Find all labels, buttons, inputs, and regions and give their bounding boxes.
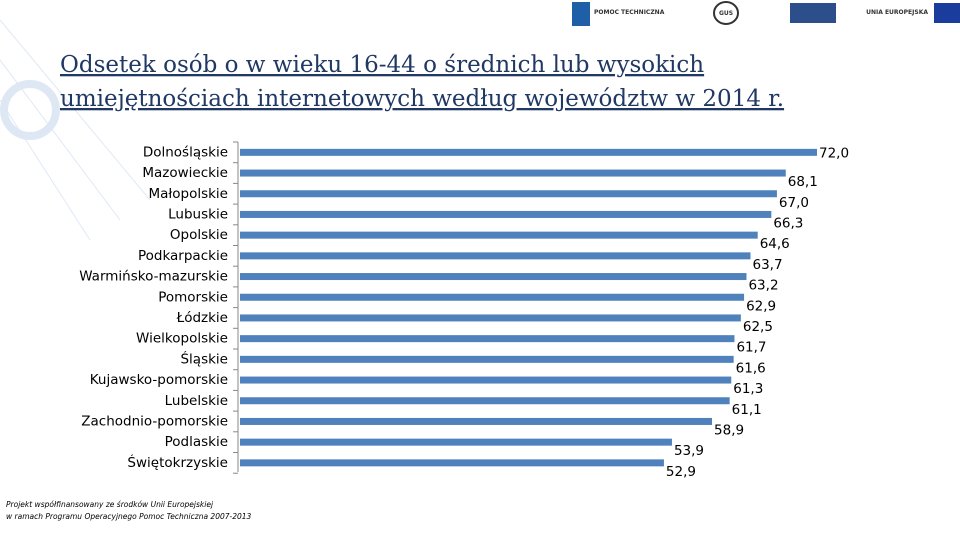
y-tick-label: Lubuskie (168, 206, 228, 222)
bar (240, 397, 730, 405)
footer-text: w ramach Programu Operacyjnego Pomoc Tec… (6, 512, 252, 521)
value-label: 68,1 (788, 174, 818, 190)
y-tick-label: Pomorskie (158, 289, 228, 305)
value-label: 72,0 (819, 145, 849, 161)
bar (240, 252, 751, 260)
value-label: 61,6 (736, 360, 766, 376)
y-tick-label: Podlaskie (165, 434, 228, 450)
value-label: 52,9 (666, 464, 696, 480)
logo-text: POMOC TECHNICZNA (594, 9, 665, 16)
y-tick-label: Dolnośląskie (143, 144, 228, 160)
bar (240, 169, 786, 177)
y-tick-label: Warmińsko-mazurskie (79, 269, 228, 285)
y-tick-label: Śląskie (180, 349, 228, 367)
y-tick-label: Opolskie (170, 227, 228, 243)
value-label: 63,7 (752, 257, 782, 273)
y-tick-label: Świętokrzyskie (127, 453, 228, 471)
logo-icon (713, 1, 739, 25)
y-tick-label: Łódzkie (176, 310, 228, 326)
bar (240, 376, 732, 384)
value-label: 61,3 (733, 381, 763, 397)
value-label: 66,3 (773, 215, 803, 231)
bar (240, 190, 777, 198)
value-label: 67,0 (779, 195, 809, 211)
bar (240, 314, 741, 322)
bar (240, 210, 772, 218)
logo-text: UNIA EUROPEJSKA (866, 9, 928, 16)
bar (240, 355, 734, 363)
value-label: 53,9 (674, 443, 704, 459)
value-label: 63,2 (748, 278, 778, 294)
bar (240, 459, 664, 467)
chart-title: Odsetek osób o w wieku 16-44 o średnich … (60, 52, 784, 112)
logo-text: GUS (719, 10, 733, 17)
value-label: 61,1 (732, 402, 762, 418)
value-label: 61,7 (736, 340, 766, 356)
footer-text: Projekt współfinansowany ze środków Unii… (6, 500, 214, 509)
bar (240, 273, 747, 281)
logo-icon (790, 3, 836, 23)
y-tick-label: Mazowieckie (142, 165, 228, 181)
bar (240, 335, 735, 343)
y-tick-label: Wielkopolskie (136, 331, 228, 347)
y-tick-label: Kujawsko-pomorskie (90, 372, 228, 388)
bar (240, 293, 745, 301)
bar (240, 417, 713, 425)
bar (240, 148, 817, 156)
logo-icon (572, 2, 590, 26)
logo-icon (934, 3, 960, 23)
value-label: 64,6 (760, 236, 790, 252)
value-label: 62,9 (746, 298, 776, 314)
value-label: 58,9 (714, 422, 744, 438)
y-tick-label: Podkarpackie (138, 248, 228, 264)
y-tick-label: Małopolskie (148, 186, 228, 202)
y-tick-label: Lubelskie (165, 393, 228, 409)
bar (240, 438, 672, 446)
y-tick-label: Zachodnio-pomorskie (81, 413, 228, 429)
bar (240, 231, 758, 239)
background-decoration (0, 19, 151, 241)
value-label: 62,5 (743, 319, 773, 335)
